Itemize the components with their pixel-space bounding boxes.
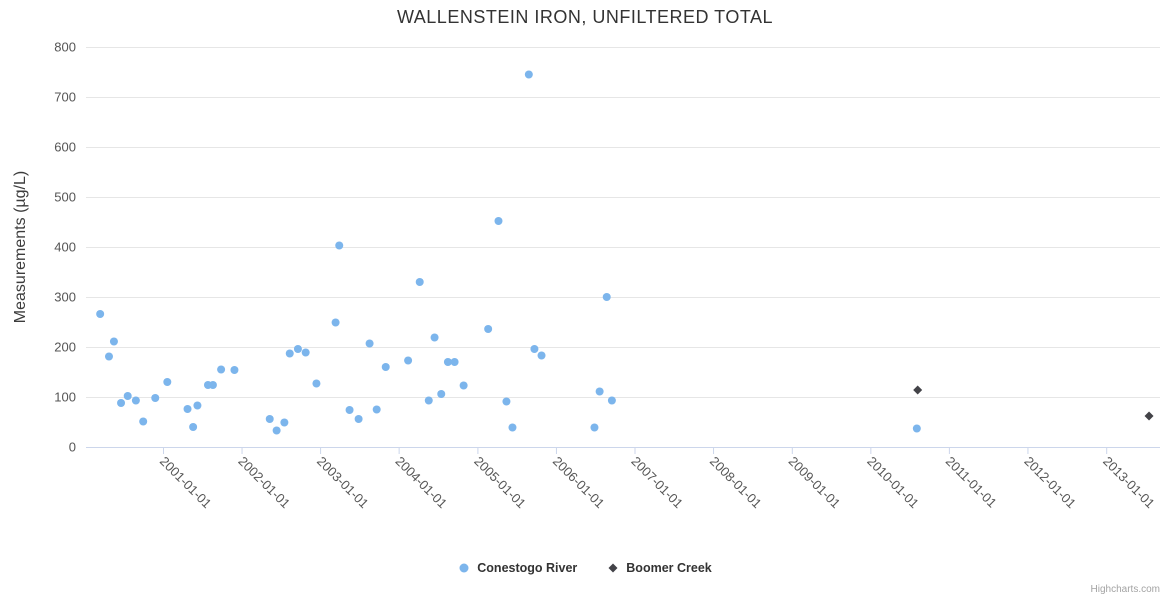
data-point-conestogo-river[interactable]: [230, 366, 239, 374]
data-point-conestogo-river[interactable]: [96, 310, 105, 318]
x-tick-label: 2003-01-01: [314, 454, 372, 512]
data-point-conestogo-river[interactable]: [123, 392, 132, 400]
data-point-conestogo-river[interactable]: [365, 339, 374, 348]
data-point-conestogo-river[interactable]: [508, 423, 517, 432]
x-tick-label: 2006-01-01: [550, 454, 608, 512]
y-tick-label: 700: [54, 90, 76, 105]
data-point-conestogo-river[interactable]: [524, 70, 533, 79]
x-tick-label: 2012-01-01: [1021, 454, 1079, 512]
x-tick-label: 2007-01-01: [628, 454, 686, 512]
x-axis: 2001-01-01 2002-01-01 2003-01-01 2004-01-01…: [86, 447, 1160, 512]
data-point-boomer-creek[interactable]: [1144, 411, 1154, 421]
data-point-conestogo-river[interactable]: [443, 358, 452, 366]
data-point-conestogo-river[interactable]: [189, 423, 198, 431]
data-point-conestogo-river[interactable]: [450, 358, 459, 366]
data-point-conestogo-river[interactable]: [331, 318, 340, 327]
circle-marker-icon: [459, 563, 469, 573]
series-points: [96, 70, 1154, 435]
x-tick-label: 2008-01-01: [707, 454, 765, 512]
data-point-conestogo-river[interactable]: [912, 424, 921, 433]
diamond-marker-icon: [608, 563, 618, 573]
x-tick-label: 2002-01-01: [235, 454, 293, 512]
data-point-conestogo-river[interactable]: [404, 356, 413, 365]
legend-label: Boomer Creek: [626, 561, 712, 575]
y-tick-label: 800: [54, 40, 76, 55]
data-point-conestogo-river[interactable]: [280, 418, 289, 427]
highcharts-credits[interactable]: Highcharts.com: [1090, 584, 1160, 595]
data-point-conestogo-river[interactable]: [151, 394, 160, 402]
chart-title: WALLENSTEIN IRON, UNFILTERED TOTAL: [396, 7, 774, 27]
data-point-conestogo-river[interactable]: [301, 348, 310, 357]
y-tick-label: 600: [54, 140, 76, 155]
x-tick-label: 2005-01-01: [471, 454, 529, 512]
legend: Conestogo River Boomer Creek: [0, 561, 1170, 575]
data-point-conestogo-river[interactable]: [345, 406, 354, 414]
data-point-conestogo-river[interactable]: [602, 293, 611, 301]
data-point-conestogo-river[interactable]: [437, 390, 446, 398]
data-point-conestogo-river[interactable]: [484, 325, 493, 333]
y-tick-label: 500: [54, 190, 76, 205]
data-point-conestogo-river[interactable]: [459, 381, 468, 390]
data-point-conestogo-river[interactable]: [494, 217, 503, 225]
legend-label: Conestogo River: [477, 561, 578, 575]
data-point-conestogo-river[interactable]: [502, 397, 511, 406]
data-point-conestogo-river[interactable]: [139, 417, 148, 426]
y-tick-label: 200: [54, 340, 76, 355]
data-point-conestogo-river[interactable]: [415, 278, 424, 286]
data-point-conestogo-river[interactable]: [424, 396, 433, 405]
data-point-conestogo-river[interactable]: [372, 405, 381, 414]
y-axis-labels: 0 100 200 300 400 500 600 700 800: [54, 40, 76, 455]
x-tick-label: 2013-01-01: [1100, 454, 1158, 512]
data-point-conestogo-river[interactable]: [109, 337, 118, 346]
y-tick-label: 400: [54, 240, 76, 255]
data-point-conestogo-river[interactable]: [430, 333, 439, 342]
x-tick-label: 2009-01-01: [786, 454, 844, 512]
data-point-conestogo-river[interactable]: [607, 396, 616, 405]
legend-item-conestogo-river[interactable]: Conestogo River: [458, 561, 577, 575]
x-tick-label: 2011-01-01: [943, 454, 1000, 511]
y-axis-title: Measurements (µg/L): [12, 171, 29, 323]
gridlines: [86, 47, 1160, 448]
data-point-conestogo-river[interactable]: [183, 405, 192, 413]
x-tick-label: 2001-01-01: [157, 454, 215, 512]
data-point-conestogo-river[interactable]: [265, 415, 274, 423]
y-tick-label: 0: [69, 440, 76, 455]
legend-item-boomer-creek[interactable]: Boomer Creek: [607, 561, 712, 575]
data-point-conestogo-river[interactable]: [163, 378, 172, 386]
data-point-conestogo-river[interactable]: [537, 351, 546, 360]
data-point-conestogo-river[interactable]: [117, 399, 126, 407]
data-point-conestogo-river[interactable]: [381, 363, 390, 371]
data-point-conestogo-river[interactable]: [217, 365, 226, 374]
y-tick-label: 300: [54, 290, 76, 305]
data-point-boomer-creek[interactable]: [913, 385, 923, 395]
data-point-conestogo-river[interactable]: [293, 345, 302, 353]
x-tick-label: 2004-01-01: [393, 454, 451, 512]
data-point-conestogo-river[interactable]: [208, 381, 217, 389]
data-point-conestogo-river[interactable]: [335, 241, 344, 250]
data-point-conestogo-river[interactable]: [285, 349, 294, 358]
data-point-conestogo-river[interactable]: [131, 396, 140, 405]
data-point-conestogo-river[interactable]: [193, 401, 202, 410]
data-point-conestogo-river[interactable]: [312, 379, 321, 388]
data-point-conestogo-river[interactable]: [272, 426, 281, 435]
data-point-conestogo-river[interactable]: [104, 352, 113, 361]
data-point-conestogo-river[interactable]: [354, 415, 363, 423]
data-point-conestogo-river[interactable]: [530, 345, 539, 353]
y-tick-label: 100: [54, 390, 76, 405]
data-point-conestogo-river[interactable]: [590, 423, 599, 432]
x-tick-label: 2010-01-01: [864, 454, 922, 512]
data-point-conestogo-river[interactable]: [595, 387, 604, 396]
